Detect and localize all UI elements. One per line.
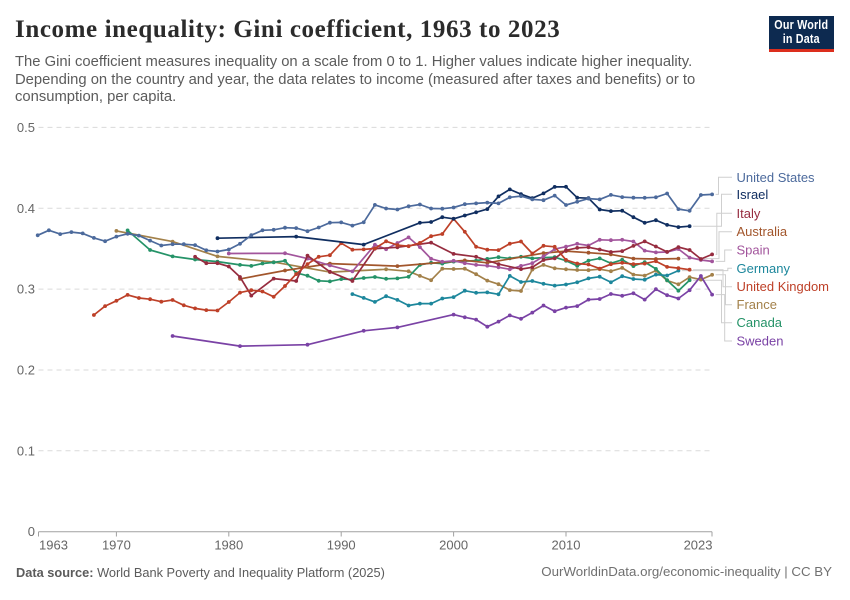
svg-text:0: 0 [28, 524, 35, 539]
svg-text:1963: 1963 [39, 538, 68, 553]
svg-text:Spain: Spain [737, 243, 770, 258]
svg-text:United Kingdom: United Kingdom [737, 279, 830, 294]
svg-text:2023: 2023 [684, 538, 713, 553]
svg-text:Australia: Australia [737, 224, 788, 239]
svg-text:Sweden: Sweden [737, 334, 784, 349]
svg-text:1990: 1990 [327, 538, 356, 553]
svg-text:0.4: 0.4 [17, 201, 35, 216]
svg-text:Canada: Canada [737, 315, 783, 330]
svg-text:0.3: 0.3 [17, 282, 35, 297]
svg-text:Germany: Germany [737, 261, 791, 276]
svg-text:United States: United States [737, 170, 816, 185]
svg-text:Italy: Italy [737, 206, 761, 221]
svg-text:Israel: Israel [737, 187, 769, 202]
svg-text:1970: 1970 [102, 538, 131, 553]
svg-text:0.5: 0.5 [17, 120, 35, 135]
svg-text:0.1: 0.1 [17, 443, 35, 458]
svg-text:1980: 1980 [214, 538, 243, 553]
svg-text:0.2: 0.2 [17, 363, 35, 378]
svg-text:France: France [737, 297, 777, 312]
svg-text:2000: 2000 [439, 538, 468, 553]
svg-text:2010: 2010 [552, 538, 581, 553]
